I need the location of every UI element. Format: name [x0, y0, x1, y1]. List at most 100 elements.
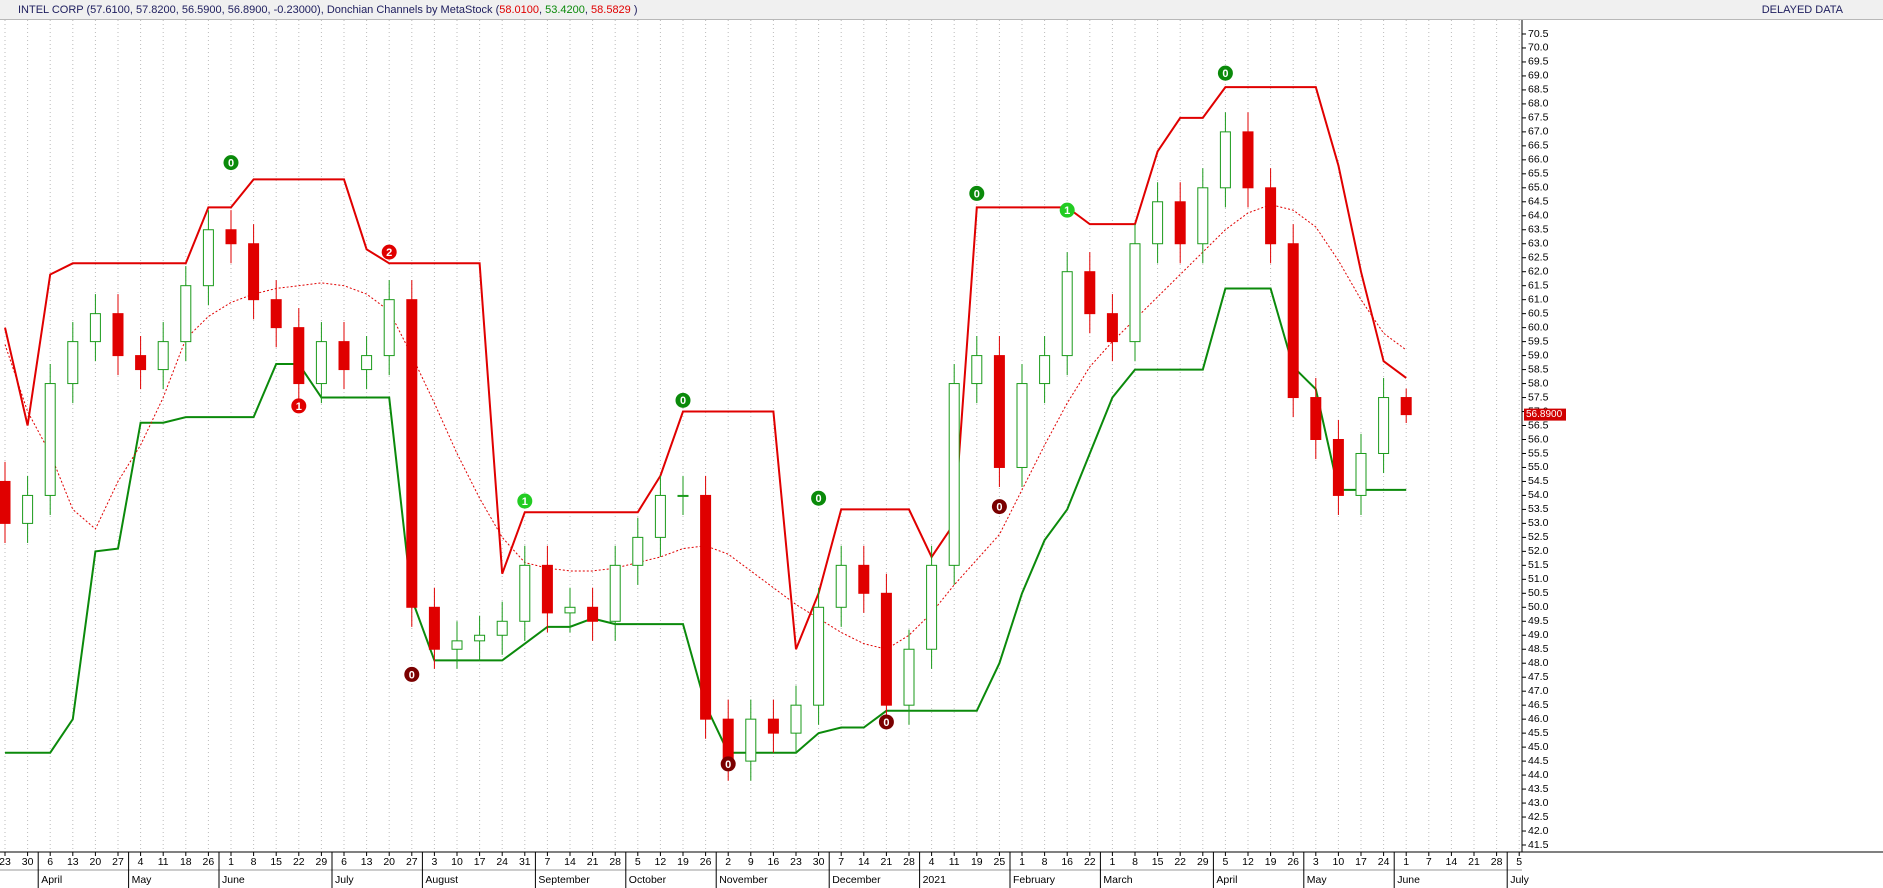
y-tick-label: 66.0: [1528, 154, 1549, 166]
candle-body: [202, 229, 214, 287]
y-tick-label: 61.0: [1528, 293, 1549, 305]
x-tick-label: 15: [270, 856, 282, 868]
y-tick-label: 59.5: [1528, 335, 1549, 347]
y-tick-label: 43.5: [1528, 783, 1549, 795]
month-label: October: [629, 874, 667, 886]
candle-body: [790, 704, 802, 734]
candle-body: [1219, 131, 1231, 189]
month-label: June: [1397, 874, 1420, 886]
y-tick-label: 55.0: [1528, 461, 1549, 473]
candle-body: [0, 480, 11, 524]
x-tick-label: 24: [496, 856, 508, 868]
wave-marker: [381, 244, 397, 260]
x-tick-label: 26: [203, 856, 215, 868]
channel-line: [4, 86, 1407, 650]
candle-body: [1242, 131, 1254, 189]
candle-body: [971, 355, 983, 385]
x-tick-label: 14: [1446, 856, 1458, 868]
candle-body: [1084, 271, 1096, 315]
candle-body: [587, 606, 599, 622]
title-bar: INTEL CORP (57.6100, 57.8200, 56.5900, 5…: [0, 0, 1883, 20]
candle-body: [1106, 313, 1118, 343]
y-tick-label: 47.0: [1528, 685, 1549, 697]
y-tick-label: 67.5: [1528, 112, 1549, 124]
candle-body: [677, 494, 689, 497]
candle-body: [1310, 397, 1322, 440]
x-tick-label: 31: [519, 856, 531, 868]
candle-body: [880, 592, 892, 706]
x-tick-label: 11: [158, 856, 169, 868]
y-tick-label: 57.5: [1528, 391, 1549, 403]
x-tick-label: 26: [1287, 856, 1299, 868]
candle-body: [1355, 452, 1367, 496]
last-price-tag: [1524, 408, 1566, 421]
y-tick-label: 60.5: [1528, 307, 1549, 319]
y-tick-label: 68.5: [1528, 84, 1549, 96]
y-tick-label: 53.0: [1528, 517, 1549, 529]
x-tick-label: 19: [677, 856, 689, 868]
x-tick-label: 28: [903, 856, 915, 868]
candle-body: [609, 564, 621, 622]
candle-body: [813, 606, 825, 706]
wave-label: 1: [522, 496, 528, 508]
y-tick-label: 63.5: [1528, 224, 1549, 236]
wave-label: 0: [725, 759, 731, 771]
month-label: July: [335, 874, 354, 886]
x-tick-label: 27: [406, 856, 418, 868]
x-tick-label: 20: [90, 856, 102, 868]
month-label: July: [1510, 874, 1529, 886]
candle-body: [767, 718, 779, 734]
wave-marker: [223, 155, 239, 171]
candle-body: [338, 341, 350, 371]
x-tick-label: 14: [858, 856, 870, 868]
wave-label: 1: [1064, 205, 1070, 217]
candle-body: [519, 564, 531, 622]
y-tick-label: 56.5: [1528, 419, 1549, 431]
x-tick-label: 28: [609, 856, 621, 868]
x-tick-label: 21: [587, 856, 599, 868]
y-tick-label: 41.5: [1528, 839, 1549, 851]
candle-body: [1332, 438, 1344, 496]
y-tick-label: 65.0: [1528, 182, 1549, 194]
y-tick-label: 45.5: [1528, 727, 1549, 739]
wave-label: 0: [816, 493, 822, 505]
wave-marker: [720, 756, 736, 772]
symbol-text: INTEL CORP (57.6100, 57.8200, 56.5900, 5…: [18, 4, 500, 16]
wave-label: 1: [296, 401, 302, 413]
x-tick-label: 21: [881, 856, 893, 868]
y-tick-label: 48.5: [1528, 643, 1549, 655]
candle-body: [315, 341, 327, 385]
y-tick-label: 48.0: [1528, 657, 1549, 669]
x-tick-label: 28: [1491, 856, 1503, 868]
wave-marker: [675, 392, 691, 408]
candle-body: [22, 494, 34, 524]
candle-body: [406, 299, 418, 608]
x-tick-label: 9: [748, 856, 754, 868]
x-tick-label: 21: [1468, 856, 1480, 868]
candle-body: [496, 620, 508, 636]
candle-body: [157, 341, 169, 371]
x-tick-label: 6: [341, 856, 347, 868]
x-tick-label: 1: [1109, 856, 1115, 868]
y-tick-label: 43.0: [1528, 797, 1549, 809]
y-tick-label: 49.5: [1528, 615, 1549, 627]
y-tick-label: 44.5: [1528, 755, 1549, 767]
month-label: May: [132, 874, 153, 886]
x-tick-label: 18: [180, 856, 192, 868]
candle-body: [1400, 397, 1412, 416]
wave-marker: [991, 499, 1007, 515]
wave-marker: [1217, 65, 1233, 81]
candle-body: [270, 299, 282, 329]
x-tick-label: 8: [1042, 856, 1048, 868]
candle-body: [225, 229, 237, 245]
x-tick-label: 11: [949, 856, 960, 868]
wave-label: 0: [996, 502, 1002, 514]
y-tick-label: 69.0: [1528, 70, 1549, 82]
candle-body: [67, 341, 79, 385]
x-tick-label: 6: [47, 856, 53, 868]
x-tick-label: 17: [474, 856, 486, 868]
month-label: May: [1307, 874, 1328, 886]
y-tick-label: 56.0: [1528, 433, 1549, 445]
x-tick-label: 3: [1313, 856, 1319, 868]
y-tick-label: 69.5: [1528, 56, 1549, 68]
